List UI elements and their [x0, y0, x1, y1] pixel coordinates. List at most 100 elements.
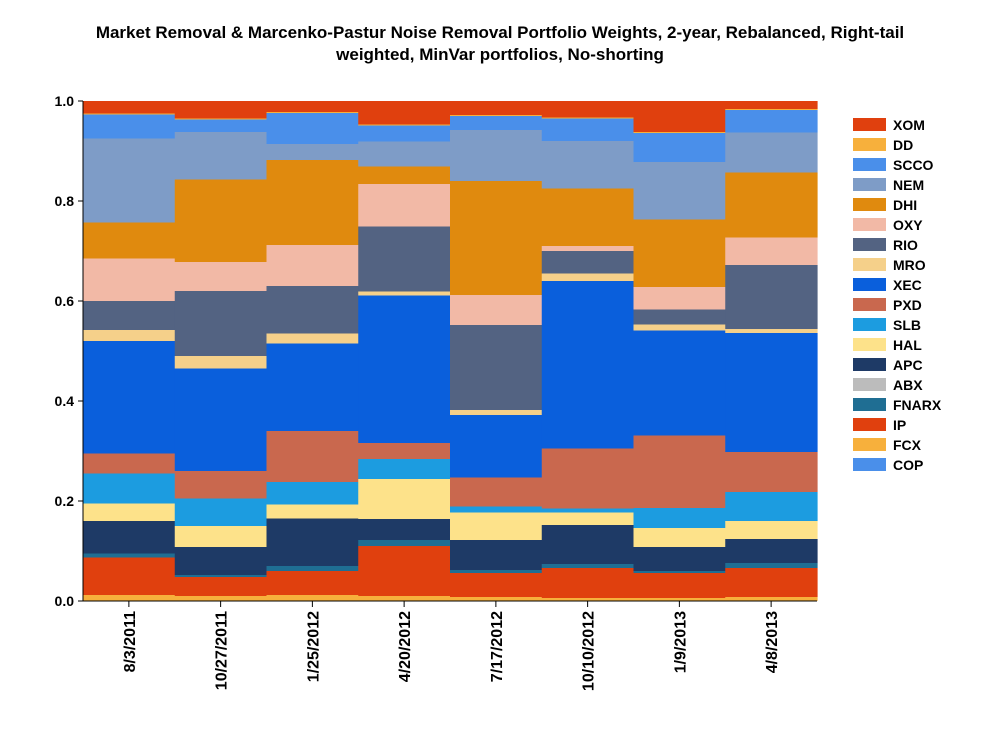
bar-segment-hal-1 [83, 503, 176, 521]
bar-segment-slb-3 [266, 482, 359, 505]
chart-legend: XOM DD SCCO NEM DHI OXY RIO MRO XEC PXD SLB HAL APC A… [853, 117, 942, 473]
bar-segment-oxy-3 [266, 245, 359, 286]
legend-swatch-scco [853, 158, 886, 171]
bar-segment-xom-8 [725, 101, 818, 109]
bar-segment-mro-7 [633, 324, 726, 331]
bar-segment-hal-2 [174, 526, 268, 547]
legend-label-fcx: FCX [893, 437, 922, 453]
bar-segment-apc-1 [83, 521, 176, 554]
bar-segment-nem-7 [633, 162, 726, 220]
chart-title: Market Removal & Marcenko-Pastur Noise R… [0, 22, 1000, 66]
bar-segment-oxy-8 [725, 237, 818, 265]
bar-segment-dd-5 [450, 115, 543, 116]
bar-segment-ip-2 [174, 577, 268, 596]
bar-segment-dhi-6 [541, 188, 635, 246]
bar-segment-fnarx-2 [174, 575, 268, 577]
bar-segment-ip-4 [358, 546, 451, 596]
bar-segment-xec-4 [358, 295, 451, 443]
bar-segment-pxd-7 [633, 435, 726, 508]
bar-segment-ip-1 [83, 557, 176, 595]
bar-segment-fcx-5 [450, 597, 543, 601]
bar-segment-dd-8 [725, 109, 818, 110]
bar-segment-dd-3 [266, 112, 359, 113]
bar-segment-slb-1 [83, 473, 176, 504]
bar-segment-rio-5 [450, 325, 543, 410]
bar-segment-apc-6 [541, 525, 635, 564]
bar-segment-rio-4 [358, 226, 451, 292]
chart-title-line-1: Market Removal & Marcenko-Pastur Noise R… [95, 23, 905, 42]
bar-segment-dd-7 [633, 132, 726, 133]
bar-segment-oxy-1 [83, 258, 176, 301]
bar-segment-hal-4 [358, 479, 451, 519]
bar-segment-hal-5 [450, 512, 543, 540]
bar-segment-nem-5 [450, 130, 543, 181]
bar-segment-dhi-8 [725, 172, 818, 238]
bar-segment-fnarx-4 [358, 540, 451, 546]
bar-segment-hal-3 [266, 504, 359, 519]
legend-swatch-ip [853, 418, 886, 431]
legend-swatch-pxd [853, 298, 886, 311]
legend-label-nem: NEM [893, 177, 924, 193]
bar-segment-fcx-4 [358, 596, 451, 601]
bar-segment-dd-6 [541, 117, 635, 119]
bar-segment-oxy-5 [450, 295, 543, 325]
bar-segment-mro-1 [83, 330, 176, 341]
bar-segment-xom-5 [450, 101, 543, 115]
legend-swatch-hal [853, 338, 886, 351]
legend-label-dhi: DHI [893, 197, 917, 213]
bar-segment-rio-1 [83, 301, 176, 330]
y-tick-label: 0.4 [55, 393, 75, 409]
bar-segment-xec-3 [266, 343, 359, 431]
bar-segment-ip-5 [450, 573, 543, 597]
bar-segment-xec-1 [83, 341, 176, 454]
x-tick-label: 1/25/2012 [305, 611, 322, 682]
bar-segment-xom-7 [633, 101, 726, 132]
bar-segment-fcx-8 [725, 597, 818, 601]
bar-segment-fnarx-3 [266, 566, 359, 571]
bar-segment-scco-1 [83, 114, 176, 139]
bar-segments [83, 101, 818, 601]
bar-segment-pxd-2 [174, 471, 268, 499]
chart-title-line-2: weighted, MinVar portfolios, No-shorting [336, 45, 664, 64]
bar-segment-rio-6 [541, 251, 635, 274]
bar-segment-mro-5 [450, 410, 543, 415]
legend-swatch-abx [853, 378, 886, 391]
bar-segment-mro-3 [266, 333, 359, 344]
bar-segment-fcx-3 [266, 595, 359, 601]
x-tick-label: 1/9/2013 [672, 611, 689, 673]
bar-segment-oxy-6 [541, 246, 635, 251]
y-tick-label: 0.0 [55, 593, 75, 609]
bar-segment-apc-7 [633, 547, 726, 571]
bar-segment-pxd-1 [83, 453, 176, 474]
bar-segment-mro-8 [725, 329, 818, 333]
bar-segment-nem-3 [266, 144, 359, 160]
bar-segment-nem-6 [541, 141, 635, 189]
bar-segment-dhi-3 [266, 160, 359, 245]
bar-segment-ip-6 [541, 568, 635, 598]
legend-swatch-fcx [853, 438, 886, 451]
bar-segment-xec-2 [174, 368, 268, 471]
bar-segment-xom-4 [358, 101, 451, 125]
legend-swatch-rio [853, 238, 886, 251]
bar-segment-scco-4 [358, 125, 451, 142]
bar-segment-ip-7 [633, 573, 726, 598]
x-tick-label: 4/20/2012 [397, 611, 414, 682]
bar-segment-xom-1 [83, 101, 176, 114]
bar-segment-xec-6 [541, 281, 635, 449]
bar-segment-scco-6 [541, 118, 635, 141]
bar-segment-apc-3 [266, 518, 359, 566]
legend-swatch-cop [853, 458, 886, 471]
legend-label-slb: SLB [893, 317, 921, 333]
bar-segment-fnarx-8 [725, 563, 818, 568]
legend-swatch-mro [853, 258, 886, 271]
bar-segment-dhi-5 [450, 181, 543, 295]
legend-label-xec: XEC [893, 277, 922, 293]
y-tick-label: 0.2 [55, 493, 75, 509]
bar-segment-hal-7 [633, 528, 726, 547]
bar-segment-dd-2 [174, 118, 268, 120]
bar-segment-nem-4 [358, 141, 451, 167]
bar-segment-xom-6 [541, 101, 635, 118]
bar-segment-dd-4 [358, 124, 451, 126]
bar-segment-pxd-6 [541, 448, 635, 509]
y-tick-label: 0.6 [55, 293, 75, 309]
